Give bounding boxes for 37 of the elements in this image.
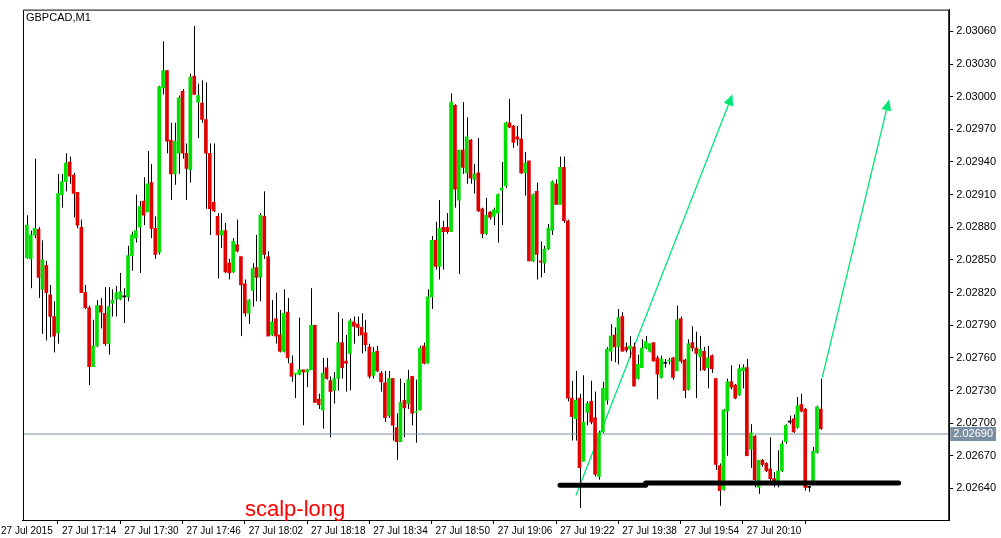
x-tick-label: 27 Jul 18:50 <box>435 524 491 536</box>
chart-title: GBPCAD,M1 <box>25 11 91 24</box>
y-tick-label: 2.02910 <box>956 187 996 200</box>
y-tick-label: 2.02640 <box>956 481 996 494</box>
x-tick-label: 27 Jul 17:14 <box>61 524 117 536</box>
x-tick-label: 27 Jul 19:22 <box>560 524 615 536</box>
x-tick-label: 27 Jul 20:10 <box>746 524 802 536</box>
x-tick-label: 27 Jul 19:06 <box>497 524 553 536</box>
y-tick-label: 2.02820 <box>956 285 996 298</box>
candlestick <box>527 160 531 262</box>
y-tick-label: 2.02790 <box>956 318 996 331</box>
x-tick-label: 27 Jul 2015 <box>1 524 54 536</box>
x-tick-label: 27 Jul 17:30 <box>124 524 180 536</box>
annotation: scalp-long <box>244 496 346 521</box>
y-tick-label: 2.03060 <box>956 24 996 37</box>
y-tick-label: 2.02970 <box>956 122 996 135</box>
x-tick-label: 27 Jul 17:46 <box>186 524 242 536</box>
y-tick-label: 2.02700 <box>956 416 996 429</box>
y-tick-label: 2.03000 <box>956 89 996 102</box>
candlestick <box>733 383 738 400</box>
y-tick-label: 2.02670 <box>956 448 996 461</box>
y-tick-label: 2.02850 <box>956 252 996 265</box>
y-tick-label: 2.03030 <box>956 57 996 70</box>
candlestick <box>418 345 422 411</box>
x-tick-label: 27 Jul 19:54 <box>684 524 740 536</box>
candlestick <box>313 324 317 403</box>
y-tick-label: 2.02940 <box>956 154 996 167</box>
y-tick-label: 2.02730 <box>956 383 996 396</box>
x-tick-label: 27 Jul 18:18 <box>310 524 366 536</box>
x-tick-label: 27 Jul 19:38 <box>622 524 678 536</box>
y-tick-label: 2.02760 <box>956 350 996 363</box>
candlestick <box>530 193 535 263</box>
x-tick-label: 27 Jul 18:02 <box>248 524 304 536</box>
candlestick <box>647 343 652 353</box>
x-tick-label: 27 Jul 18:34 <box>373 524 429 536</box>
ref-line-label: 2.02690 <box>953 427 993 440</box>
y-tick-label: 2.02880 <box>956 220 996 233</box>
